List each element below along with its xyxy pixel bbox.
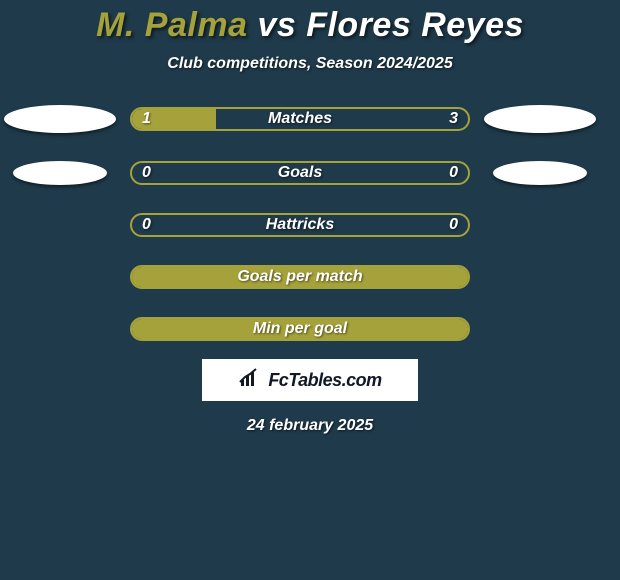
date-text: 24 february 2025 [0,417,620,435]
bar-fill [132,109,216,129]
vs-text: vs [257,6,296,44]
player2-name: Flores Reyes [306,6,524,44]
player-marker-right [493,161,587,185]
left-slot [0,105,120,133]
player1-name: M. Palma [96,6,247,44]
right-slot [480,161,600,185]
logo-text: FcTables.com [268,370,381,391]
stat-row: 13Matches [0,105,620,133]
player-marker-left [4,105,116,133]
stat-bar: 0 0Hattricks [130,213,470,237]
stat-value-right: 3 [449,109,458,129]
stat-rows: 13Matches00Goals00HattricksGoals per mat… [0,105,620,341]
stat-bar: Min per goal [130,317,470,341]
stat-row: 0 0Hattricks [0,213,620,237]
logo-box: FcTables.com [202,359,418,401]
subtitle: Club competitions, Season 2024/2025 [0,55,620,73]
stat-value-right: 0 [449,163,458,183]
stat-label: Hattricks [132,215,468,235]
stat-bar: Goals per match [130,265,470,289]
stat-row: Goals per match [0,265,620,289]
stat-row: 0 0Goals [0,161,620,185]
stat-label: Goals [132,163,468,183]
stat-value-left: 0 [142,215,151,235]
bar-fill [132,267,468,287]
card-title: M. Palma vs Flores Reyes [0,6,620,45]
bar-fill [132,319,468,339]
stat-value-right: 0 [449,215,458,235]
comparison-card: M. Palma vs Flores Reyes Club competitio… [0,0,620,435]
stat-bar: 13Matches [130,107,470,131]
right-slot [480,105,600,133]
left-slot [0,161,120,185]
stat-value-left: 0 [142,163,151,183]
chart-icon [238,368,262,393]
stat-bar: 0 0Goals [130,161,470,185]
player-marker-right [484,105,596,133]
stat-row: Min per goal [0,317,620,341]
player-marker-left [13,161,107,185]
